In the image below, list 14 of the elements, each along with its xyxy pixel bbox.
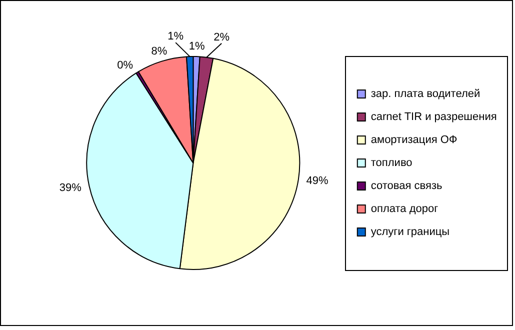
legend-label: топливо (370, 157, 412, 170)
legend-label: оплата дорог (370, 203, 438, 216)
data-label: 2% (214, 31, 230, 44)
data-label: 8% (151, 46, 168, 58)
data-label: 1% (188, 40, 205, 53)
data-label: 39% (59, 182, 82, 194)
data-label: 0% (117, 60, 134, 72)
legend-label: сотовая связь (370, 180, 442, 192)
data-label: 1% (168, 30, 184, 43)
legend-label: carnet TIR и разрешения (370, 111, 497, 124)
legend-label: амортизация ОФ (370, 134, 458, 146)
data-label: 49% (306, 174, 329, 187)
legend-label: зар. плата водителей (370, 88, 480, 100)
legend-label: услуги границы (370, 226, 450, 238)
